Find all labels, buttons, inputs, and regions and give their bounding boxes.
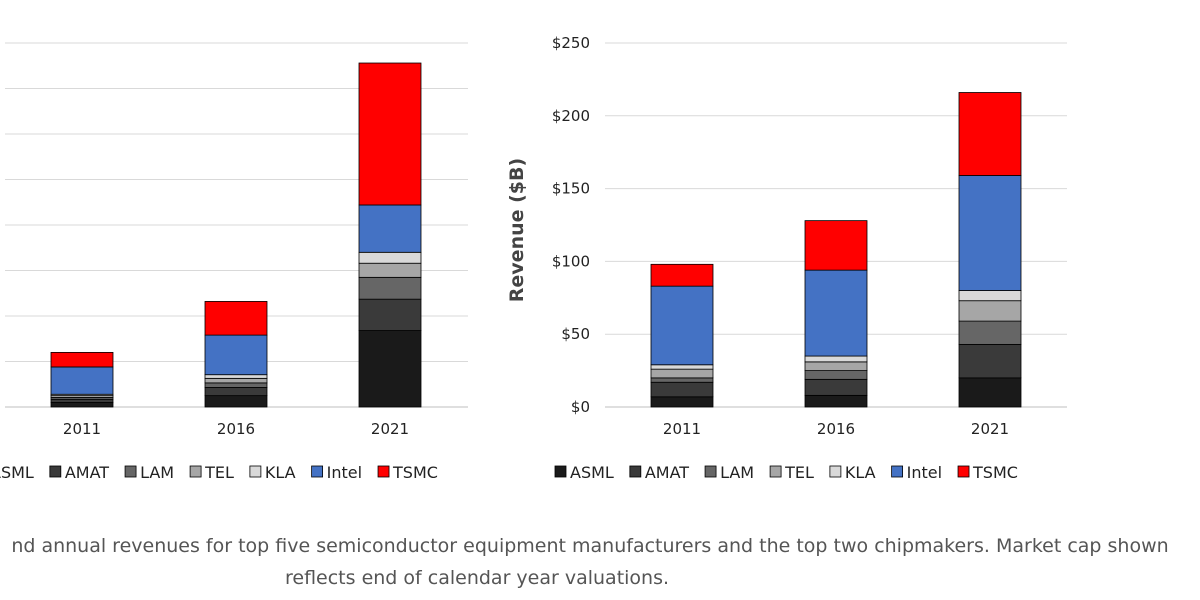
bar-intel-2021 (958, 175, 1022, 291)
legend-label-intel: Intel (907, 463, 942, 482)
y-tick-label: $50 (561, 325, 590, 343)
bar-tsmc-2021 (958, 92, 1022, 176)
legend: ASML AMAT LAM TEL KLA Intel TSMC (554, 463, 1018, 482)
bar-intel-2021 (358, 204, 422, 253)
bar-asml-2016 (204, 395, 268, 408)
y-tick-label: $0 (571, 398, 590, 416)
bar-asml-2011 (50, 402, 114, 408)
bar-tel-2021 (958, 300, 1022, 322)
legend-swatch-intel (311, 465, 324, 478)
legend-label-tel: TEL (204, 463, 234, 482)
y-tick-label: $100 (552, 252, 590, 270)
bar-intel-2016 (204, 334, 268, 376)
bar-kla-2021 (358, 251, 422, 264)
legend-swatch-amat (49, 465, 62, 478)
chart-1: 2011 2016 2021 ASML AMAT LAM TEL KLA Intel TSMC (0, 42, 468, 482)
bar-amat-2011 (50, 398, 114, 403)
legend-swatch-amat (629, 465, 642, 478)
bar-tsmc-2016 (804, 220, 868, 271)
caption-line-1: nd annual revenues for top five semicond… (11, 535, 1169, 557)
bar-kla-2016 (204, 374, 268, 379)
legend-swatch-intel (891, 465, 904, 478)
x-tick-label: 2016 (217, 420, 255, 438)
chart-2: $0 $50 $100 $150 $200 $250 Revenue ($B) 2011 201… (506, 34, 1067, 482)
y-tick-label: $150 (552, 180, 590, 198)
bar-lam-2021 (958, 320, 1022, 345)
y-tick-label: $200 (552, 107, 590, 125)
bar-asml-2011 (650, 396, 714, 408)
legend-label-lam: LAM (140, 463, 174, 482)
bar-tel-2021 (358, 262, 422, 278)
legend-swatch-kla (249, 465, 262, 478)
bar-tel-2011 (650, 368, 714, 379)
legend-swatch-asml (554, 465, 567, 478)
legend-swatch-tsmc (957, 465, 970, 478)
legend-label-tsmc: TSMC (972, 463, 1018, 482)
bar-lam-2021 (358, 276, 422, 300)
bar-intel-2016 (804, 269, 868, 357)
bar-amat-2021 (358, 298, 422, 331)
bar-intel-2011 (650, 285, 714, 366)
x-tick-label: 2011 (663, 420, 701, 438)
legend-label-amat: AMAT (65, 463, 109, 482)
bar-lam-2011 (650, 377, 714, 383)
legend-label-tel: TEL (784, 463, 814, 482)
legend-label-kla: KLA (845, 463, 876, 482)
y-tick-label: $250 (552, 34, 590, 52)
legend-label-tsmc: TSMC (392, 463, 438, 482)
bar-kla-2016 (804, 355, 868, 363)
legend-label-lam: LAM (720, 463, 754, 482)
y-axis-title: Revenue ($B) (506, 158, 528, 302)
bar-asml-2021 (358, 330, 422, 408)
legend-swatch-lam (124, 465, 137, 478)
bar-amat-2016 (204, 387, 268, 397)
bar-tsmc-2011 (50, 351, 114, 368)
bar-amat-2011 (650, 381, 714, 398)
legend-swatch-lam (704, 465, 717, 478)
legend: ASML AMAT LAM TEL KLA Intel TSMC (0, 463, 438, 482)
bar-kla-2011 (650, 364, 714, 370)
legend-label-amat: AMAT (645, 463, 689, 482)
legend-swatch-tel (189, 465, 202, 478)
legend-label-intel: Intel (327, 463, 362, 482)
bar-tel-2016 (804, 361, 868, 372)
legend-swatch-tsmc (377, 465, 390, 478)
bar-amat-2021 (958, 343, 1022, 379)
legend-label-asml: ASML (0, 463, 34, 482)
bar-lam-2016 (804, 370, 868, 380)
bar-kla-2021 (958, 290, 1022, 302)
bar-amat-2016 (804, 378, 868, 396)
x-tick-label: 2016 (817, 420, 855, 438)
legend-label-asml: ASML (570, 463, 614, 482)
bar-tsmc-2021 (358, 62, 422, 206)
x-tick-label: 2011 (63, 420, 101, 438)
bar-asml-2021 (958, 377, 1022, 408)
x-tick-label: 2021 (971, 420, 1009, 438)
bar-tsmc-2016 (204, 301, 268, 336)
bar-asml-2016 (804, 394, 868, 408)
bar-tsmc-2011 (650, 263, 714, 287)
bar-intel-2011 (50, 366, 114, 395)
legend-label-kla: KLA (265, 463, 296, 482)
legend-swatch-kla (829, 465, 842, 478)
caption-line-2: reflects end of calendar year valuations… (285, 567, 670, 589)
bar-tel-2016 (204, 377, 268, 384)
legend-swatch-tel (769, 465, 782, 478)
x-tick-label: 2021 (371, 420, 409, 438)
bar-lam-2016 (204, 382, 268, 388)
